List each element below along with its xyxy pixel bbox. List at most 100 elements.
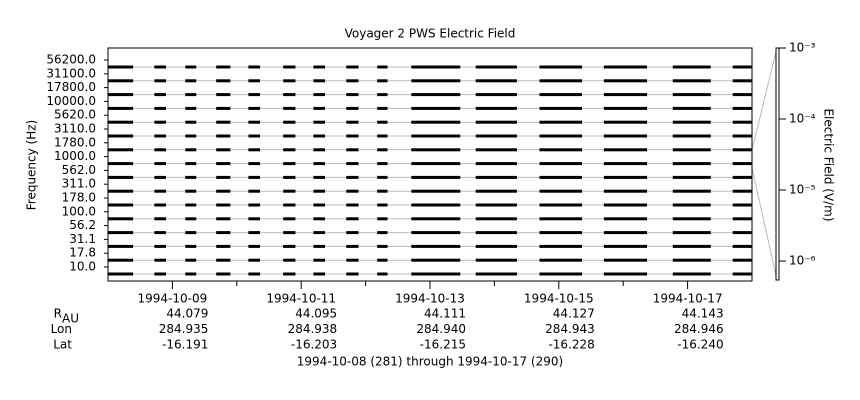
data-segment [346,120,359,124]
colorbar-tick-label: 10⁻³ [789,41,816,55]
data-segment [283,272,296,276]
data-segment [248,272,260,276]
data-segment [603,217,648,221]
ephemeris-label: Lon [51,322,72,336]
data-segment [346,272,359,276]
data-segment [411,244,461,248]
data-segment [283,65,296,69]
data-segment [154,79,166,83]
y-tick-label: 562.0 [62,163,96,177]
data-segment [313,231,326,235]
data-segment [185,162,197,166]
data-segment [346,217,359,221]
data-segment [283,258,296,262]
data-segment [216,120,231,124]
data-segment [216,162,231,166]
data-segment [377,106,388,110]
data-segment [732,79,752,83]
ephemeris-value: -16.203 [291,338,337,352]
data-segment [672,79,711,83]
data-segment [603,244,648,248]
data-segment [732,189,752,193]
data-segment [216,231,231,235]
data-segment [346,93,359,97]
data-segment [313,65,326,69]
data-segment [475,79,517,83]
data-segment [475,120,517,124]
ephemeris-label: R [54,307,62,321]
y-tick-label: 1780.0 [54,135,96,149]
data-segment [313,217,326,221]
data-segment [313,120,326,124]
data-segment [411,162,461,166]
ephemeris-value: -16.240 [677,338,723,352]
data-segment [154,189,166,193]
data-segment [539,106,582,110]
data-segment [672,189,711,193]
data-segment [377,272,388,276]
data-segment [732,93,752,97]
data-segment [154,120,166,124]
data-segment [672,120,711,124]
data-segment [313,79,326,83]
data-segment [475,244,517,248]
data-segment [108,217,134,221]
data-segment [377,175,388,179]
data-segment [108,203,134,207]
data-segment [672,244,711,248]
data-segment [313,106,326,110]
data-segment [248,134,260,138]
data-segment [411,65,461,69]
data-segment [377,244,388,248]
ephemeris-value: -16.191 [162,338,208,352]
data-segment [185,93,197,97]
y-tick-label: 311.0 [62,177,96,191]
data-segment [346,258,359,262]
data-segment [346,189,359,193]
data-segment [475,189,517,193]
y-tick-label: 56200.0 [46,53,96,67]
data-segment [185,258,197,262]
ephemeris-value: 44.127 [553,307,595,321]
data-segment [732,106,752,110]
data-segment [108,134,134,138]
data-segment [603,162,648,166]
data-segment [411,231,461,235]
data-segment [313,134,326,138]
ephemeris-value: 44.079 [166,307,208,321]
data-segment [283,162,296,166]
data-segment [216,79,231,83]
data-segment [539,175,582,179]
data-segment [732,231,752,235]
y-tick-label: 17800.0 [46,80,96,94]
data-segment [248,120,260,124]
y-axis-label: Frequency (Hz) [25,120,39,211]
data-segment [108,93,134,97]
x-tick-label: 1994-10-17 [653,292,723,306]
data-segment [603,231,648,235]
data-segment [185,203,197,207]
data-segment [475,217,517,221]
data-segment [283,244,296,248]
colorbar-tick-label: 10⁻⁶ [789,253,816,267]
data-segment [185,79,197,83]
data-segment [154,272,166,276]
data-segment [313,162,326,166]
data-segment [248,203,260,207]
data-segment [154,106,166,110]
y-tick-label: 31.1 [69,232,96,246]
x-tick-label: 1994-10-13 [395,292,465,306]
data-segment [475,175,517,179]
data-segment [216,134,231,138]
data-segment [313,203,326,207]
data-segment [216,272,231,276]
data-segment [411,203,461,207]
data-segment [313,189,326,193]
data-segment [603,272,648,276]
y-tick-label: 1000.0 [54,149,96,163]
data-segment [539,148,582,152]
data-segment [732,203,752,207]
data-segment [346,79,359,83]
data-segment [108,120,134,124]
